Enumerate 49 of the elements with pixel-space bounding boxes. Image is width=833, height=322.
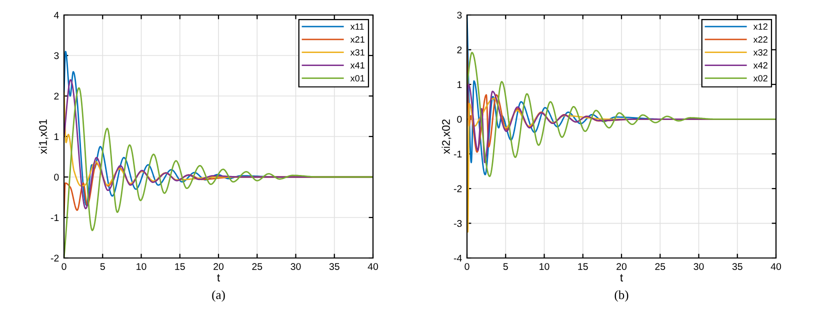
x-tick-label: 20 (214, 263, 224, 270)
legend-label: x41 (350, 62, 364, 68)
x-tick-label: 30 (694, 263, 704, 270)
x-tick-label: 0 (62, 263, 66, 270)
legend-label: x11 (350, 23, 364, 30)
legend-label: x22 (753, 36, 768, 43)
x-tick-label: 40 (770, 263, 782, 270)
y-tick-label: 3 (54, 52, 59, 60)
y-tick-label: 4 (54, 12, 59, 19)
legend-label: x02 (753, 75, 768, 82)
y-tick-label: 0 (457, 116, 462, 123)
y-tick-label: -1 (50, 214, 59, 222)
y-axis-title: xi1,x01 (38, 119, 48, 154)
x-tick-label: 40 (368, 263, 378, 270)
legend-label: x31 (350, 49, 364, 56)
x-tick-label: 5 (100, 263, 105, 270)
y-tick-label: -3 (454, 220, 462, 227)
x-tick-label: 5 (503, 263, 508, 270)
y-tick-label: 1 (54, 133, 59, 140)
y-tick-label: 0 (54, 174, 59, 181)
x-axis-title: t (620, 274, 623, 282)
legend-label: x32 (753, 49, 768, 56)
y-tick-label: 2 (54, 92, 59, 100)
x-axis-title: t (217, 274, 220, 282)
legend-label: x21 (350, 36, 364, 43)
y-tick-label: 3 (457, 12, 462, 19)
y-tick-label: -1 (454, 150, 462, 158)
x-tick-label: 25 (655, 263, 666, 270)
x-tick-label: 25 (252, 263, 262, 270)
y-tick-label: -4 (454, 254, 462, 262)
x-tick-label: 0 (464, 263, 470, 270)
x-tick-label: 20 (616, 263, 627, 270)
text: (a) (212, 290, 225, 302)
legend-label: x42 (753, 62, 768, 68)
y-tick-label: 2 (457, 46, 462, 54)
x-tick-label: 30 (290, 263, 301, 270)
y-tick-label: 1 (457, 81, 462, 88)
x-tick-label: 15 (175, 263, 185, 270)
legend-label: x12 (753, 23, 768, 30)
x-tick-label: 10 (136, 263, 146, 270)
x-tick-label: 35 (329, 263, 340, 270)
x-tick-label: 15 (578, 263, 588, 270)
x-tick-label: 35 (732, 263, 742, 270)
legend-label: x01 (350, 75, 364, 82)
x-tick-label: 10 (540, 263, 550, 270)
y-tick-label: -2 (454, 185, 462, 192)
text: (b) (614, 290, 628, 302)
y-axis-title: xi2,x02 (442, 119, 452, 154)
y-tick-label: -2 (50, 254, 59, 262)
